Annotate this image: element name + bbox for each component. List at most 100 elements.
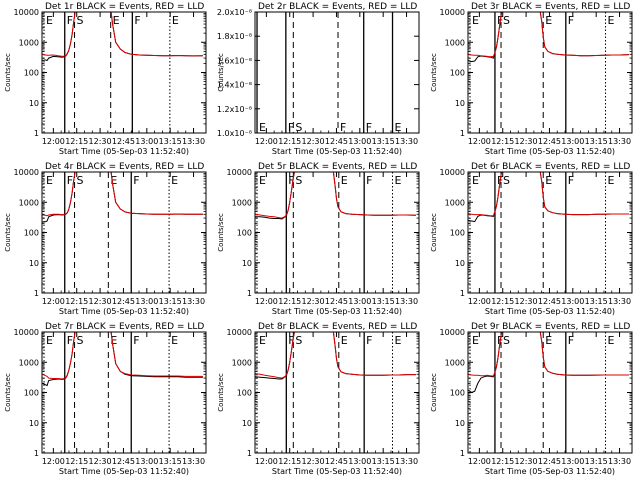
- panel-1-marker-label: E: [113, 14, 120, 27]
- panel-3-y-tick-label: 100: [450, 69, 465, 78]
- panel-6-x-axis-label: Start Time (05-Sep-03 11:52:40): [485, 307, 615, 316]
- panel-4-x-tick-label: 12:45: [112, 297, 135, 306]
- panel-3-y-tick-label: 1: [460, 129, 465, 138]
- panel-6-y-tick-label: 10000: [440, 168, 465, 177]
- panel-8-y-tick-label: 10: [242, 419, 252, 428]
- panel-3-marker-label: E: [545, 14, 552, 27]
- panel-4-y-tick-label: 1000: [19, 198, 39, 207]
- panel-9-title: Det 9r BLACK = Events, RED = LLD: [471, 322, 630, 332]
- panel-4-y-tick-label: 10: [29, 259, 39, 268]
- panel-1-marker-label: E: [172, 14, 179, 27]
- panel-7-y-tick-label: 1000: [19, 358, 39, 367]
- panel-9-marker-label: E: [608, 334, 615, 347]
- panel-2-x-tick-label: 13:15: [372, 137, 395, 146]
- panel-3-marker-label: S: [503, 14, 510, 27]
- panel-2-marker-label: E: [395, 121, 402, 134]
- panel-1-x-tick-label: 13:15: [159, 137, 182, 146]
- detector-panel-4: Det 4r BLACK = Events, RED = LLD Counts/s…: [4, 162, 207, 316]
- panel-8-title: Det 8r BLACK = Events, RED = LLD: [258, 322, 417, 332]
- panel-6-x-tick-label: 13:00: [561, 297, 584, 306]
- panel-9-x-tick-label: 13:30: [608, 457, 631, 466]
- panel-5-marker-label: F: [288, 174, 294, 187]
- panel-9-x-axis-label: Start Time (05-Sep-03 11:52:40): [485, 467, 615, 476]
- panel-6-y-axis-label: Counts/sec: [430, 213, 438, 252]
- panel-6-y-tick-label: 10: [455, 259, 465, 268]
- panel-1-y-axis-label: Counts/sec: [4, 53, 12, 92]
- panel-1-y-tick-label: 100: [24, 69, 39, 78]
- panel-7-x-tick-label: 12:30: [89, 457, 112, 466]
- detector-panel-6: Det 6r BLACK = Events, RED = LLD Counts/s…: [430, 162, 633, 316]
- panel-9-x-tick-label: 12:15: [491, 457, 514, 466]
- panel-5-title: Det 5r BLACK = Events, RED = LLD: [258, 162, 417, 172]
- panel-1-title: Det 1r BLACK = Events, RED = LLD: [45, 2, 204, 12]
- panel-4-marker-label: E: [46, 174, 53, 187]
- panel-1-marker-label: E: [46, 14, 53, 27]
- panel-1-y-tick-label: 10000: [14, 8, 39, 17]
- detector-panel-3: Det 3r BLACK = Events, RED = LLD Counts/s…: [430, 2, 633, 156]
- panel-9-x-tick-label: 12:30: [515, 457, 538, 466]
- panel-7-marker-label: S: [77, 334, 84, 347]
- panel-9-marker-label: S: [503, 334, 510, 347]
- panel-8-marker-label: E: [259, 334, 266, 347]
- panel-3-x-tick-label: 12:15: [491, 137, 514, 146]
- panel-6-x-tick-label: 12:30: [515, 297, 538, 306]
- panel-4-x-axis-label: Start Time (05-Sep-03 11:52:40): [59, 307, 189, 316]
- panel-5-y-tick-label: 10000: [227, 168, 252, 177]
- panel-2-x-tick-label: 12:45: [325, 137, 348, 146]
- panel-9-marker-label: E: [545, 334, 552, 347]
- panel-1-y-tick-label: 1: [34, 129, 39, 138]
- panel-4-series-lld: [42, 172, 203, 217]
- panel-2-x-axis-label: Start Time (05-Sep-03 11:52:40): [272, 147, 402, 156]
- panel-6-y-tick-label: 1: [460, 289, 465, 298]
- panel-3-series-lld: [468, 12, 629, 58]
- panel-6-x-tick-label: 13:15: [585, 297, 608, 306]
- panel-7-marker-label: E: [171, 334, 178, 347]
- panel-9-y-tick-label: 100: [450, 389, 465, 398]
- panel-9-marker-label: F: [568, 334, 574, 347]
- panel-3-x-tick-label: 12:00: [468, 137, 491, 146]
- panel-1-marker-label: F: [67, 14, 73, 27]
- detector-panel-9: Det 9r BLACK = Events, RED = LLD Counts/s…: [430, 322, 633, 476]
- panel-4-marker-label: S: [77, 174, 84, 187]
- panel-9-y-tick-label: 10000: [440, 328, 465, 337]
- panel-1-x-tick-label: 13:30: [182, 137, 205, 146]
- panel-3-x-tick-label: 13:30: [608, 137, 631, 146]
- panel-8-series-lld: [255, 332, 416, 379]
- panel-2-y-tick-label: 1.4x10⁻⁸: [217, 81, 252, 90]
- panel-6-marker-label: E: [608, 174, 615, 187]
- panel-8-y-tick-label: 10000: [227, 328, 252, 337]
- panel-8-x-tick-label: 12:00: [255, 457, 278, 466]
- panel-3-y-tick-label: 1000: [445, 38, 465, 47]
- panel-8-y-tick-label: 100: [237, 389, 252, 398]
- panel-5-x-tick-label: 12:15: [278, 297, 301, 306]
- panel-3-x-tick-label: 13:00: [561, 137, 584, 146]
- panel-4-title: Det 4r BLACK = Events, RED = LLD: [45, 162, 204, 172]
- panel-5-x-tick-label: 12:30: [302, 297, 325, 306]
- panel-8-x-axis-label: Start Time (05-Sep-03 11:52:40): [272, 467, 402, 476]
- panel-9-y-tick-label: 1: [460, 449, 465, 458]
- panel-2-x-tick-label: 12:30: [302, 137, 325, 146]
- panel-9-x-tick-label: 13:15: [585, 457, 608, 466]
- panel-2-y-axis-label: Counts/sec: [217, 53, 225, 92]
- panel-8-x-tick-label: 13:30: [395, 457, 418, 466]
- panel-6-x-tick-label: 12:15: [491, 297, 514, 306]
- panel-2-y-tick-label: 1.6x10⁻⁸: [217, 56, 252, 65]
- panel-9-plot-frame: [467, 331, 633, 454]
- panel-9-x-tick-label: 12:00: [468, 457, 491, 466]
- panel-4-y-axis-label: Counts/sec: [4, 213, 12, 252]
- panel-8-marker-label: E: [395, 334, 402, 347]
- panel-9-y-axis-label: Counts/sec: [430, 373, 438, 412]
- panel-7-x-axis-label: Start Time (05-Sep-03 11:52:40): [59, 467, 189, 476]
- panel-1-x-tick-label: 12:30: [89, 137, 112, 146]
- panel-9-series-lld: [468, 332, 629, 377]
- panel-4-plot-frame: [41, 171, 207, 294]
- panel-1-x-tick-label: 12:00: [42, 137, 65, 146]
- panel-7-x-tick-label: 13:15: [159, 457, 182, 466]
- panel-3-marker-label: E: [608, 14, 615, 27]
- panel-3-y-tick-label: 10000: [440, 8, 465, 17]
- panel-5-marker-label: F: [366, 174, 372, 187]
- panel-2-y-tick-label: 1.2x10⁻⁸: [217, 105, 252, 114]
- panel-4-y-tick-label: 1: [34, 289, 39, 298]
- panel-4-y-tick-label: 100: [24, 229, 39, 238]
- panel-5-x-tick-label: 12:45: [325, 297, 348, 306]
